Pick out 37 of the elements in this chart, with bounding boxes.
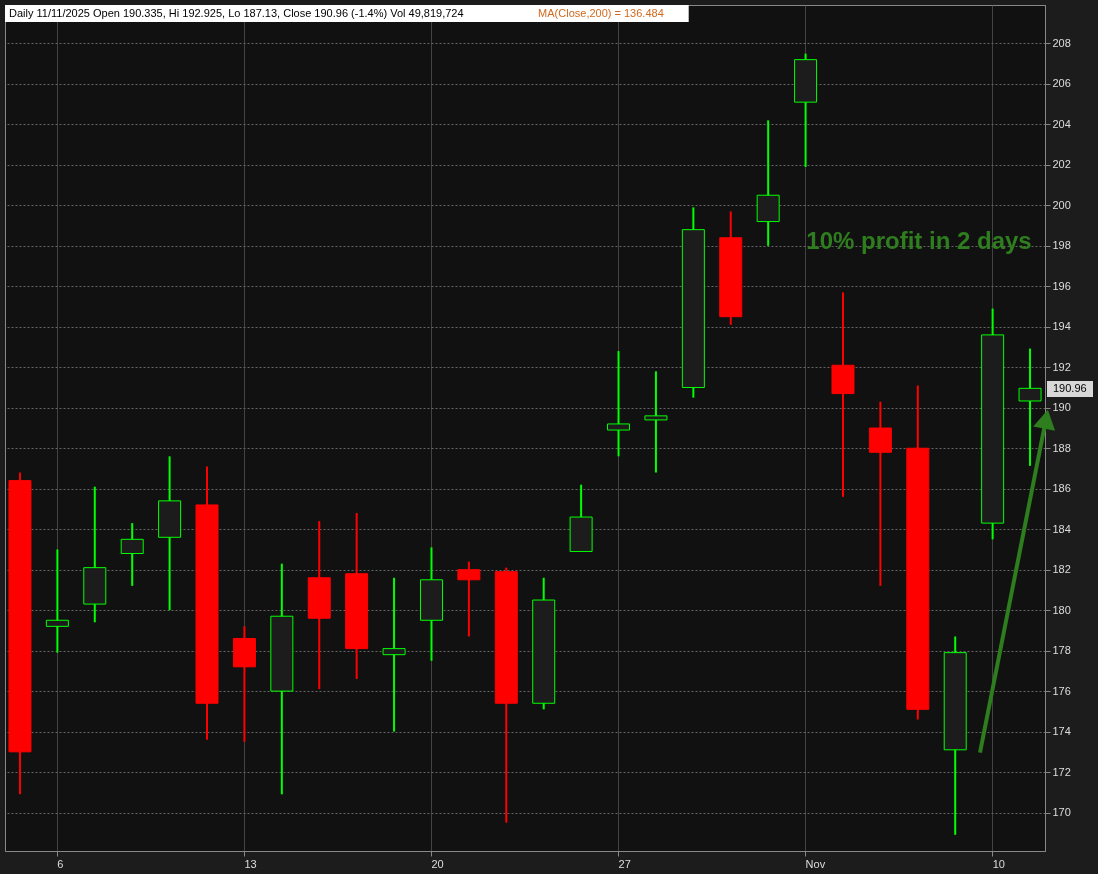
x-tick-label: 13 — [244, 857, 257, 870]
x-tick-label: 27 — [618, 857, 631, 870]
y-tick-label: 172 — [1052, 765, 1071, 778]
annotation: MA(Close,200) = 136.484 — [538, 7, 664, 19]
y-tick-label: 174 — [1052, 725, 1071, 738]
candlestick — [120, 522, 144, 587]
y-tick-label: 188 — [1052, 441, 1071, 454]
y-tick-label: 180 — [1052, 603, 1071, 616]
candlestick — [457, 560, 481, 638]
x-tick-label: 10 — [992, 857, 1005, 870]
candlestick — [45, 548, 69, 654]
x-tick-label: Nov — [805, 857, 826, 870]
y-tick-label: 196 — [1052, 279, 1071, 292]
y-tick-label: 176 — [1052, 684, 1071, 697]
x-tick-label: 20 — [431, 857, 444, 870]
candlestick — [382, 576, 406, 733]
y-tick-label: 190 — [1052, 401, 1071, 414]
y-tick-label: 202 — [1052, 158, 1071, 171]
y-tick-label: 186 — [1052, 482, 1071, 495]
y-tick-label: 200 — [1052, 198, 1071, 211]
candlestick — [607, 350, 631, 458]
text: 190.96 — [1053, 382, 1087, 395]
y-tick-label: 206 — [1052, 77, 1071, 90]
y-tick-label: 198 — [1052, 239, 1071, 252]
y-tick-label: 178 — [1052, 644, 1071, 657]
y-tick-label: 194 — [1052, 320, 1071, 333]
y-tick-label: 184 — [1052, 522, 1071, 535]
x-tick-label: 6 — [57, 857, 64, 870]
chart-title: Daily 11/11/2025 Open 190.335, Hi 192.925, Lo 187.13, Close 190.96 (-1.4%) Vol 49,819,724 — [9, 7, 464, 19]
y-tick-label: 208 — [1052, 36, 1071, 49]
candlestick — [644, 370, 668, 474]
candlestick — [1018, 347, 1042, 467]
annotation: 10% profit in 2 days — [806, 226, 1032, 254]
y-tick-label: 192 — [1052, 360, 1071, 373]
y-tick-label: 170 — [1052, 806, 1071, 819]
y-tick-label: 204 — [1052, 117, 1071, 130]
y-tick-label: 182 — [1052, 563, 1071, 576]
